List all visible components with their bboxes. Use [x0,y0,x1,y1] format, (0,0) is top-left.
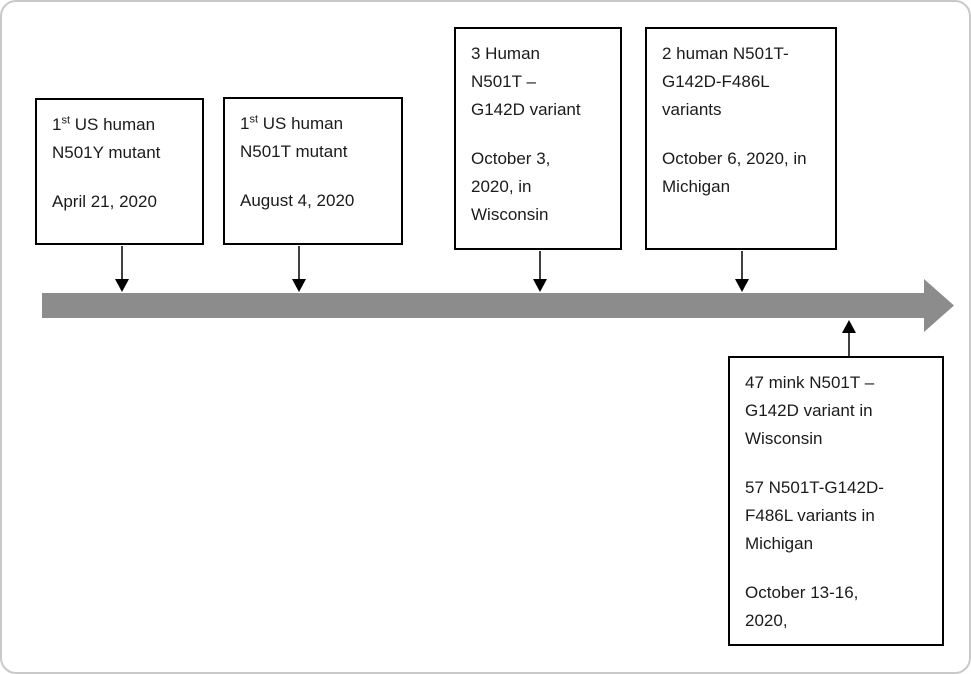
timeline-arrowhead-icon [924,279,954,332]
event-box-human-g142d-variant: 3 Human N501T – G142D variant October 3,… [454,27,622,250]
event-date: April 21, 2020 [52,192,157,211]
event-label: 3 Human N501T – G142D variant [471,44,581,119]
event-label-line: 57 N501T-G142D-F486L variants in Michiga… [745,478,884,553]
connector-arrow-event-1 [115,246,129,292]
down-arrowhead-icon [735,279,749,292]
down-arrowhead-icon [533,279,547,292]
event-date: October 3, 2020, in Wisconsin [471,149,551,224]
event-label-prefix: 1 [52,115,62,134]
event-label-ordinal-suffix: st [61,114,71,127]
connector-arrow-event-2 [292,246,306,292]
event-label-ordinal-suffix: st [249,113,259,126]
connector-arrow-event-4 [735,251,749,292]
event-box-human-f486l-variants: 2 human N501T-G142D-F486L variants Octob… [645,27,837,250]
event-date: August 4, 2020 [240,191,355,210]
event-label-text: US human N501T mutant [240,114,348,161]
event-label: 1st US human N501Y mutant [52,111,188,167]
timeline-bar [42,293,924,318]
event-label: 2 human N501T-G142D-F486L variants [662,44,789,119]
up-arrowhead-icon [842,320,856,333]
event-date: October 6, 2020, in Michigan [662,149,807,196]
event-label-prefix: 1 [240,114,250,133]
down-arrowhead-icon [292,279,306,292]
event-box-first-n501t-mutant: 1st US human N501T mutant August 4, 2020 [223,97,403,245]
event-date: October 13-16, 2020, [745,583,859,630]
event-label-text: US human N501Y mutant [52,115,161,162]
event-box-mink-variants: 47 mink N501T – G142D variant in Wiscons… [728,356,944,646]
event-label: 1st US human N501T mutant [240,110,387,166]
event-box-first-n501y-mutant: 1st US human N501Y mutant April 21, 2020 [35,98,204,245]
down-arrowhead-icon [115,279,129,292]
connector-arrow-event-3 [533,251,547,292]
connector-arrow-event-5 [842,320,856,356]
event-label-line: 47 mink N501T – G142D variant in Wiscons… [745,373,875,448]
